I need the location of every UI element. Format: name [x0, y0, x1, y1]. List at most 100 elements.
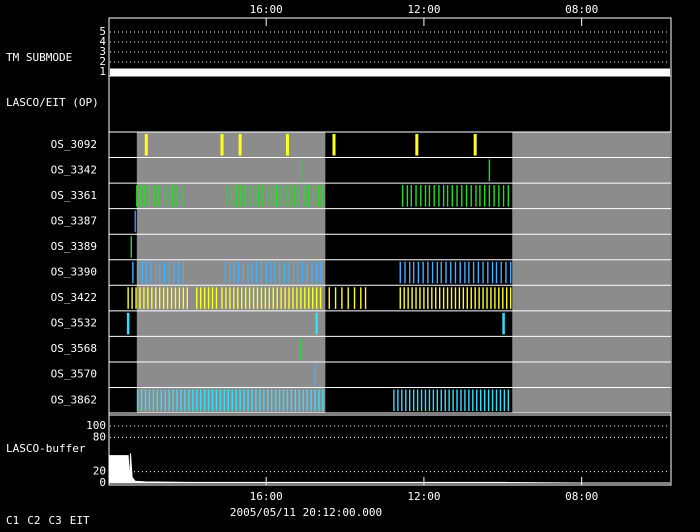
- event: [134, 210, 136, 233]
- event: [446, 185, 449, 207]
- event: [460, 389, 462, 412]
- event: [468, 261, 470, 284]
- event: [184, 389, 186, 412]
- event: [456, 389, 458, 412]
- event: [466, 287, 468, 309]
- event: [230, 185, 233, 207]
- legend-entry: C1: [6, 514, 19, 527]
- event: [502, 185, 505, 207]
- event: [220, 134, 224, 156]
- event: [486, 287, 488, 309]
- event: [140, 185, 142, 207]
- event: [229, 261, 231, 284]
- event: [188, 389, 190, 412]
- event: [490, 287, 492, 309]
- event: [411, 287, 413, 309]
- event: [270, 389, 273, 412]
- event: [136, 185, 138, 207]
- event: [498, 185, 500, 207]
- event: [293, 185, 296, 207]
- event: [452, 389, 454, 412]
- event: [495, 261, 498, 284]
- event: [158, 261, 161, 284]
- event: [272, 287, 274, 309]
- event: [494, 287, 496, 309]
- event: [239, 389, 241, 412]
- event: [260, 261, 263, 284]
- event: [505, 261, 507, 284]
- row-label: OS_3092: [51, 138, 97, 151]
- event: [321, 185, 323, 207]
- event: [478, 287, 480, 309]
- event: [315, 287, 318, 309]
- event: [145, 261, 147, 284]
- event: [170, 287, 173, 309]
- row-label: OS_3422: [51, 291, 97, 304]
- event: [431, 287, 433, 309]
- y-tick-label: 20: [93, 465, 106, 478]
- event: [227, 389, 230, 412]
- row-label: OS_3532: [51, 317, 97, 330]
- event: [334, 287, 337, 309]
- event: [262, 185, 264, 207]
- event: [401, 389, 403, 412]
- event: [464, 389, 466, 412]
- event: [442, 185, 445, 207]
- event: [332, 134, 336, 156]
- event: [440, 261, 442, 284]
- event: [144, 185, 146, 207]
- event: [283, 261, 286, 284]
- event: [211, 389, 214, 412]
- event: [450, 261, 452, 284]
- event: [233, 261, 235, 284]
- event: [257, 185, 259, 207]
- event: [306, 389, 308, 412]
- event: [211, 287, 214, 309]
- event: [252, 185, 255, 207]
- event: [285, 134, 289, 156]
- event: [502, 312, 505, 335]
- x-tick-label: 16:00: [250, 3, 283, 16]
- event: [498, 287, 500, 309]
- event: [499, 389, 502, 412]
- event: [491, 389, 494, 412]
- event: [294, 389, 297, 412]
- event: [448, 389, 450, 412]
- event: [144, 134, 148, 156]
- event: [312, 185, 315, 207]
- event: [233, 287, 235, 309]
- event: [427, 261, 429, 284]
- event: [162, 185, 165, 207]
- event: [166, 287, 169, 309]
- event: [416, 389, 419, 412]
- event: [315, 261, 318, 284]
- event: [415, 185, 417, 207]
- event: [163, 261, 166, 284]
- event: [502, 287, 504, 309]
- event: [406, 185, 409, 207]
- event: [127, 287, 129, 309]
- buffer-area: [109, 453, 670, 484]
- event: [267, 389, 269, 412]
- event: [152, 389, 155, 412]
- event: [328, 287, 330, 309]
- event: [260, 287, 263, 309]
- legend-entry: C2: [27, 514, 40, 527]
- event: [306, 261, 308, 284]
- y-tick-label: 2: [99, 55, 106, 68]
- event: [314, 363, 316, 386]
- event: [318, 389, 320, 412]
- event: [296, 287, 298, 309]
- y-tick-label: 3: [99, 45, 106, 58]
- event: [322, 389, 324, 412]
- event: [140, 389, 143, 412]
- x-tick-label: 08:00: [565, 3, 598, 16]
- event: [393, 389, 395, 412]
- event: [172, 389, 174, 412]
- event: [203, 389, 206, 412]
- event: [314, 389, 316, 412]
- event: [488, 185, 491, 207]
- event: [420, 185, 422, 207]
- event: [180, 389, 182, 412]
